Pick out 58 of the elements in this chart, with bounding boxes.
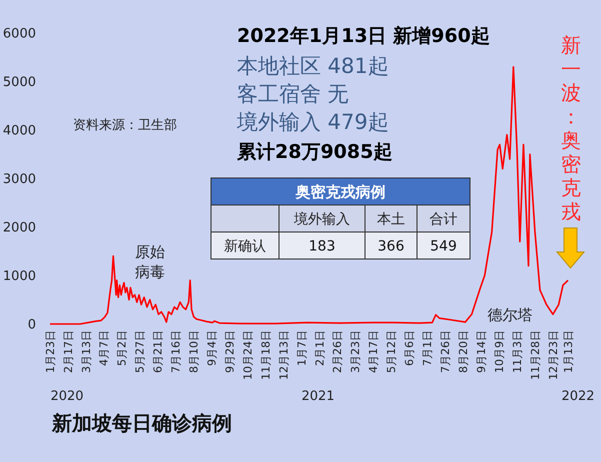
y-tick-label: 6000	[2, 26, 36, 42]
x-tick-label: 8月20日	[456, 330, 470, 373]
annotation: 德尔塔	[488, 306, 532, 324]
x-tick-label: 5月12日	[385, 330, 398, 373]
x-tick-label: 7月26日	[438, 330, 452, 373]
text: 2020	[50, 389, 84, 404]
category-label: 本土	[377, 211, 405, 228]
annotation: 本地社区 481起	[237, 54, 389, 78]
x-tick-label: 7月1日	[421, 330, 434, 366]
x-tick-label: 11月3日	[510, 330, 524, 373]
x-tick-label: 10月9日	[492, 330, 506, 373]
x-tick-label: 2月1日	[313, 330, 326, 366]
annotation: 累计28万9085起	[236, 141, 392, 163]
x-tick-label: 9月14日	[474, 330, 488, 373]
x-tick-label: 12月23日	[546, 330, 560, 380]
y-tick-label: 2000	[2, 220, 36, 236]
x-tick-label: 10月24日	[241, 330, 254, 380]
annotation: 原始病毒	[135, 243, 165, 281]
x-tick-label: 6月21日	[152, 330, 165, 373]
x-tick-label: 11月28日	[528, 330, 542, 380]
x-tick-label: 9月29日	[223, 330, 236, 373]
x-tick-label: 4月17日	[367, 330, 380, 373]
annotation: 新一波：奥密克戎	[561, 33, 581, 224]
category-label: 合计	[430, 211, 458, 228]
annotation: 2022年1月13日 新增960起	[237, 25, 490, 47]
x-tick-label: 3月13日	[80, 330, 93, 373]
x-tick-label: 7月16日	[170, 330, 183, 373]
x-tick-label: 9月4日	[206, 330, 218, 366]
annotation: 境外输入 479起	[236, 110, 389, 134]
x-tick-label: 6月6日	[403, 330, 416, 366]
text: 奥密克戎病例	[294, 182, 386, 201]
y-tick-label: 3000	[2, 172, 36, 188]
text: 2022	[561, 389, 595, 404]
data-label: 366	[378, 238, 404, 254]
text: 新加坡每日确诊病例	[51, 411, 232, 435]
x-tick-label: 5月2日	[116, 330, 129, 366]
annotation: 客工宿舍 无	[237, 82, 349, 106]
y-tick-label: 4000	[2, 124, 36, 139]
annotation: 资料来源：卫生部	[73, 118, 177, 133]
x-tick-label: 3月23日	[349, 330, 362, 373]
x-tick-label: 1月13日	[562, 330, 575, 373]
category-label: 境外输入	[293, 211, 350, 228]
x-tick-label: 1月23日	[44, 330, 57, 373]
x-tick-label: 8月10日	[188, 330, 201, 373]
category-label: 新确认	[224, 238, 266, 254]
x-tick-label: 12月13日	[277, 330, 290, 380]
data-label: 183	[308, 238, 336, 254]
y-tick-label: 1000	[2, 269, 36, 284]
x-tick-label: 2月26日	[331, 330, 344, 373]
text: 2021	[301, 389, 335, 404]
data-label: 549	[430, 238, 457, 254]
y-tick-label: 5000	[2, 75, 36, 90]
x-tick-label: 11月18日	[259, 330, 272, 380]
y-tick-label: 0	[28, 318, 36, 333]
x-tick-label: 5月27日	[134, 330, 147, 373]
x-tick-label: 4月7日	[98, 330, 111, 366]
x-tick-label: 1月7日	[295, 330, 308, 366]
x-tick-label: 2月17日	[62, 330, 75, 373]
